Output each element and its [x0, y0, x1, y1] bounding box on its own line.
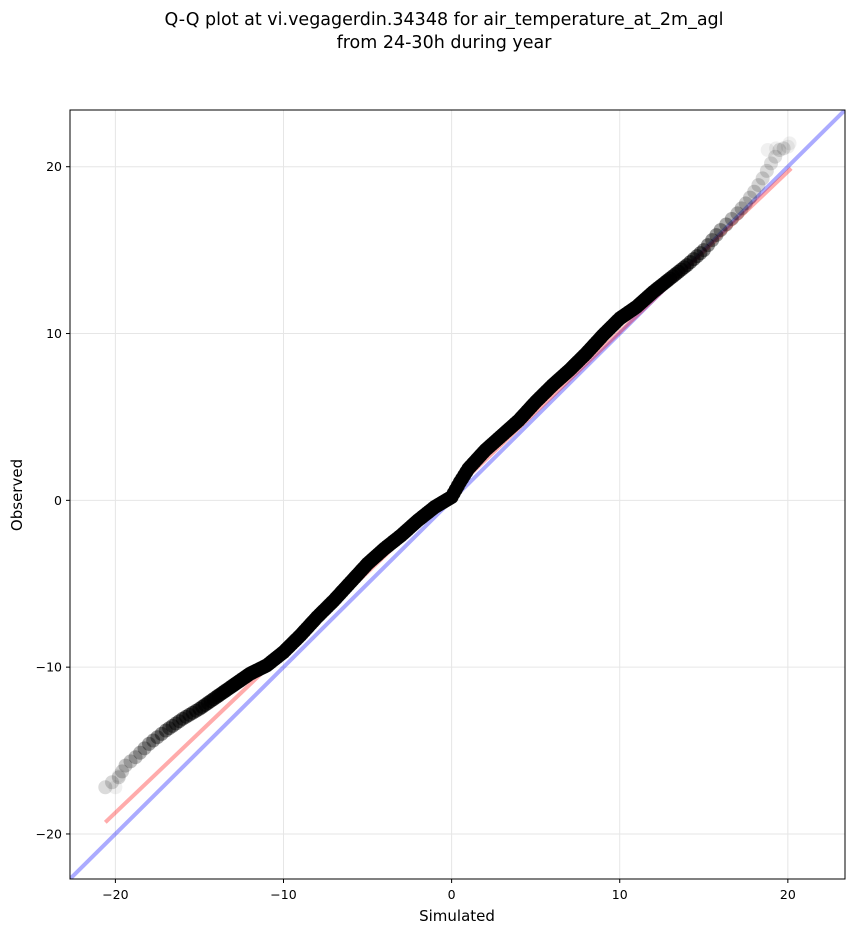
qq-point-255	[700, 238, 715, 253]
x-tick-label-0: −20	[102, 887, 128, 902]
qq-point-272	[776, 141, 791, 156]
qq-point-267	[755, 171, 770, 186]
qq-point-254	[696, 243, 711, 258]
qq-point-259	[719, 217, 734, 232]
y-tick-label-1: −10	[36, 660, 62, 675]
qq-point-253	[693, 246, 708, 261]
qq-outlier-point-0	[108, 780, 123, 795]
qq-point-266	[751, 178, 766, 193]
y-tick-label-4: 20	[46, 159, 62, 174]
qq-outlier-point-2	[760, 143, 775, 158]
qq-point-268	[759, 163, 774, 178]
qq-point-261	[730, 206, 745, 221]
x-axis-label: Simulated	[419, 907, 495, 925]
qq-point-263	[738, 196, 753, 211]
x-tick-label-4: 20	[780, 887, 796, 902]
chart-title: Q-Q plot at vi.vegagerdin.34348 for air_…	[164, 10, 723, 30]
y-tick-label-0: −20	[36, 826, 62, 841]
qq-point-4	[118, 758, 133, 773]
qq-point-2	[111, 770, 126, 785]
qq-point-258	[713, 223, 728, 238]
qq-point-257	[709, 228, 724, 243]
qq-point-6	[128, 750, 143, 765]
x-tick-label-2: 0	[448, 887, 456, 902]
qq-point-264	[743, 190, 758, 205]
qq-point-273	[780, 139, 795, 154]
qq-outlier-point-3	[769, 141, 784, 156]
x-tick-label-1: −10	[270, 887, 296, 902]
qq-outlier-point-1	[111, 768, 126, 783]
qq-point-256	[705, 233, 720, 248]
qq-point-12	[154, 726, 169, 741]
qq-point-260	[724, 211, 739, 226]
qq-point-7	[133, 745, 148, 760]
y-tick-label-2: 0	[54, 493, 62, 508]
qq-point-270	[768, 149, 783, 164]
qq-point-262	[734, 201, 749, 216]
scatter-points	[98, 136, 797, 795]
qq-point-3	[115, 764, 130, 779]
qq-point-8	[137, 741, 152, 756]
qq-point-10	[146, 733, 161, 748]
y-tick-label-3: 10	[46, 326, 62, 341]
x-tick-label-3: 10	[612, 887, 628, 902]
qq-point-9	[142, 736, 157, 751]
qq-point-271	[772, 143, 787, 158]
grid-layer	[70, 110, 845, 879]
qq-point-11	[150, 730, 165, 745]
plot-frame	[69, 109, 846, 880]
chart-subtitle: from 24-30h during year	[337, 33, 553, 53]
qq-point-5	[123, 754, 138, 769]
qq-point-265	[747, 184, 762, 199]
y-axis-label: Observed	[8, 459, 26, 531]
qq-point-13	[158, 723, 173, 738]
qq-point-1	[105, 775, 120, 790]
qq-point-0	[98, 780, 113, 795]
qq-outlier-point-4	[782, 136, 797, 151]
qq-point-269	[764, 156, 779, 171]
axis-ticks: −20 −10 0 10 20 −20 −10 0 10 20	[36, 159, 796, 902]
